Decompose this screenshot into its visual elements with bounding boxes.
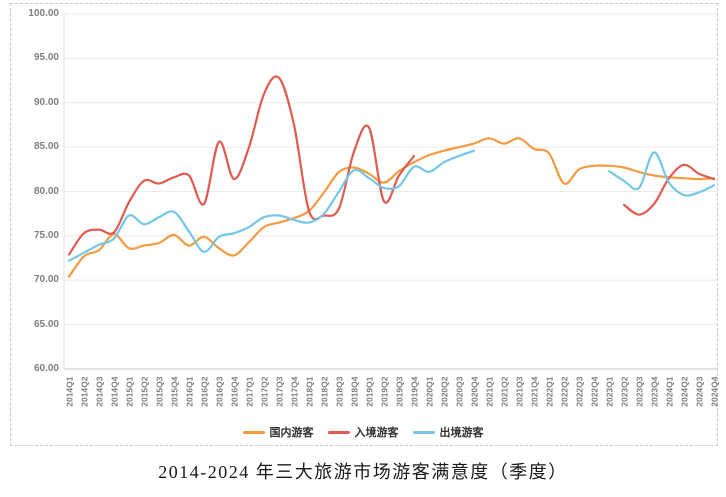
y-tick-label: 100.00 [28,8,59,19]
series-line-domestic-tourists[interactable] [67,137,716,278]
legend-item-inbound-tourists[interactable]: 入境游客 [327,424,399,440]
y-tick-label: 75.00 [33,230,59,241]
x-tick-label: 2021Q3 [514,376,525,407]
x-tick-label: 2023Q3 [634,376,645,407]
x-tick-label: 2015Q3 [154,376,165,407]
y-tick-label: 90.00 [33,97,59,108]
x-tick-label: 2019Q2 [379,376,390,407]
x-tick-label: 2018Q4 [349,376,360,407]
x-tick-label: 2015Q1 [124,376,135,407]
x-tick-label: 2016Q3 [214,376,225,407]
legend-line-icon [242,430,265,434]
x-tick-label: 2020Q1 [424,376,435,407]
y-tick-label: 85.00 [33,141,59,152]
x-tick-label: 2024Q4 [709,376,720,407]
x-tick-label: 2021Q1 [484,376,495,407]
legend-item-domestic-tourists[interactable]: 国内游客 [242,424,314,440]
series-line-inbound-tourists[interactable] [622,163,716,216]
y-tick-label: 60.00 [33,363,59,374]
x-tick-label: 2019Q1 [364,376,375,407]
chart-svg [63,13,717,370]
x-tick-label: 2022Q4 [589,376,600,407]
x-tick-label: 2018Q3 [334,376,345,407]
y-tick-label: 70.00 [33,274,59,285]
x-tick-label: 2020Q4 [469,376,480,407]
x-tick-label: 2019Q3 [394,376,405,407]
x-tick-label: 2021Q4 [529,376,540,407]
chart-legend: 国内游客 入境游客 出境游客 [0,424,726,440]
x-tick-label: 2023Q1 [604,376,615,407]
x-tick-label: 2024Q3 [694,376,705,407]
x-tick-label: 2017Q4 [289,376,300,407]
x-tick-label: 2016Q1 [184,376,195,407]
x-tick-label: 2023Q4 [649,376,660,407]
x-tick-label: 2020Q2 [439,376,450,407]
y-tick-label: 80.00 [33,186,59,197]
x-tick-label: 2019Q4 [409,376,420,407]
x-tick-label: 2018Q2 [319,376,330,407]
x-tick-label: 2015Q4 [169,376,180,407]
x-tick-label: 2015Q2 [139,376,150,407]
x-tick-label: 2018Q1 [304,376,315,407]
series-line-outbound-tourists[interactable] [67,149,476,262]
series-line-outbound-tourists[interactable] [607,151,716,197]
x-tick-label: 2020Q3 [454,376,465,407]
legend-line-icon [327,430,350,434]
x-tick-label: 2024Q1 [664,376,675,407]
x-tick-label: 2014Q3 [94,376,105,407]
x-tick-label: 2022Q1 [544,376,555,407]
x-tick-label: 2023Q2 [619,376,630,407]
x-tick-label: 2022Q2 [559,376,570,407]
x-tick-label: 2017Q2 [259,376,270,407]
series-line-inbound-tourists[interactable] [67,75,416,256]
chart-panel[interactable]: 100.00 95.00 90.00 85.00 80.00 75.00 70.00 65.0… [10,3,720,446]
legend-line-icon [412,430,435,434]
chart-title: 2014-2024 年三大旅游市场游客满意度（季度） [158,462,568,482]
x-tick-label: 2014Q4 [109,376,120,407]
x-tick-label: 2014Q1 [64,376,75,407]
x-tick-label: 2022Q3 [574,376,585,407]
x-tick-label: 2016Q2 [199,376,210,407]
x-tick-label: 2021Q2 [499,376,510,407]
legend-label: 入境游客 [354,427,399,439]
legend-label: 国内游客 [269,427,314,439]
legend-label: 出境游客 [439,427,484,439]
x-tick-label: 2024Q2 [679,376,690,407]
x-tick-label: 2016Q4 [229,376,240,407]
x-tick-label: 2017Q1 [244,376,255,407]
x-tick-label: 2014Q2 [79,376,90,407]
legend-item-outbound-tourists[interactable]: 出境游客 [412,424,484,440]
y-tick-label: 65.00 [33,319,59,330]
y-tick-label: 95.00 [33,52,59,63]
x-tick-label: 2017Q3 [274,376,285,407]
